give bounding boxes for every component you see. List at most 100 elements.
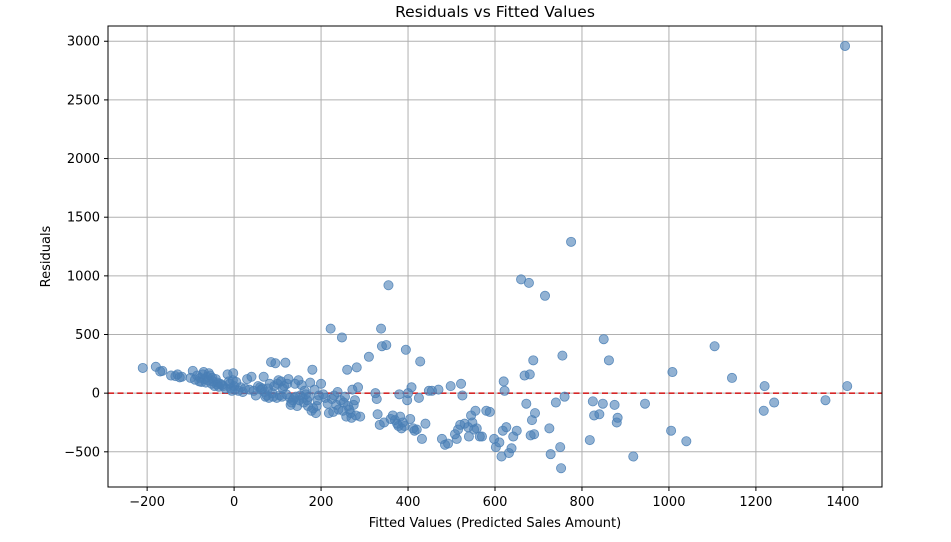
data-point — [445, 381, 456, 392]
data-point — [443, 438, 454, 449]
x-tick-label: 800 — [570, 495, 595, 510]
data-point — [400, 344, 411, 355]
data-point — [355, 411, 366, 422]
data-point — [176, 371, 187, 382]
data-point — [498, 376, 509, 387]
x-axis-title: Fitted Values (Predicted Sales Amount) — [369, 516, 621, 531]
data-point — [840, 40, 851, 51]
data-point — [667, 367, 678, 378]
axis-ticks: −200 0 200 400 600 800 1000 1200 1400 −500 0 500 100… — [64, 35, 859, 510]
data-point — [501, 422, 512, 433]
y-tick-label: 2500 — [67, 93, 100, 108]
data-point — [376, 323, 387, 334]
data-point — [555, 442, 566, 453]
data-point — [556, 463, 567, 474]
data-points — [137, 40, 853, 474]
x-tick-label: 400 — [396, 495, 421, 510]
data-point — [137, 362, 148, 373]
data-point — [258, 371, 269, 382]
data-point — [820, 395, 831, 406]
grid — [108, 26, 882, 487]
data-point — [544, 423, 555, 434]
data-point — [628, 451, 639, 462]
data-point — [411, 424, 422, 435]
data-point — [433, 384, 444, 395]
data-point — [303, 391, 314, 402]
data-point — [463, 431, 474, 442]
data-point — [594, 409, 605, 420]
data-point — [545, 449, 556, 460]
data-point — [405, 413, 416, 424]
data-point — [758, 405, 769, 416]
chart-title: Residuals vs Fitted Values — [395, 3, 595, 21]
y-tick-label: 1500 — [67, 211, 100, 226]
data-point — [342, 364, 353, 375]
data-point — [351, 362, 362, 373]
data-point — [381, 340, 392, 351]
data-point — [709, 341, 720, 352]
x-tick-label: 1400 — [826, 495, 859, 510]
data-point — [587, 396, 598, 407]
data-point — [470, 405, 481, 416]
data-point — [523, 277, 534, 288]
data-point — [559, 391, 570, 402]
data-point — [476, 431, 487, 442]
data-point — [383, 280, 394, 291]
data-point — [339, 391, 350, 402]
data-point — [394, 389, 405, 400]
data-point — [372, 409, 383, 420]
x-tick-label: 1200 — [739, 495, 772, 510]
data-point — [521, 398, 532, 409]
data-point — [769, 397, 780, 408]
data-point — [528, 355, 539, 366]
data-point — [353, 382, 364, 393]
data-point — [506, 443, 517, 454]
data-point — [325, 323, 336, 334]
data-point — [598, 334, 609, 345]
data-point — [557, 350, 568, 361]
data-point — [316, 378, 327, 389]
data-point — [157, 365, 168, 376]
data-point — [612, 412, 623, 423]
data-point — [530, 408, 541, 419]
data-point — [420, 418, 431, 429]
data-point — [456, 378, 467, 389]
data-point — [511, 425, 522, 436]
data-point — [529, 429, 540, 440]
data-point — [457, 390, 468, 401]
data-point — [280, 357, 291, 368]
data-point — [415, 356, 426, 367]
data-point — [228, 368, 239, 379]
data-point — [666, 425, 677, 436]
data-point — [307, 364, 318, 375]
data-point — [413, 392, 424, 403]
data-point — [270, 358, 281, 369]
data-point — [371, 394, 382, 405]
data-point — [566, 236, 577, 247]
y-tick-label: 1000 — [67, 269, 100, 284]
data-point — [603, 355, 614, 366]
y-axis-title: Residuals — [39, 225, 54, 287]
data-point — [759, 381, 770, 392]
data-point — [550, 397, 561, 408]
data-point — [349, 395, 360, 406]
y-tick-label: 500 — [75, 328, 100, 343]
data-point — [494, 437, 505, 448]
data-point — [363, 351, 374, 362]
data-point — [584, 435, 595, 446]
x-tick-label: −200 — [129, 495, 165, 510]
y-tick-label: −500 — [64, 445, 100, 460]
data-point — [246, 371, 257, 382]
data-point — [726, 372, 737, 383]
data-point — [451, 433, 462, 444]
x-tick-label: 1000 — [652, 495, 685, 510]
x-tick-label: 0 — [230, 495, 238, 510]
y-tick-label: 0 — [92, 387, 100, 402]
x-tick-label: 600 — [483, 495, 508, 510]
data-point — [336, 332, 347, 343]
data-point — [681, 436, 692, 447]
x-tick-label: 200 — [309, 495, 334, 510]
data-point — [597, 398, 608, 409]
data-point — [484, 406, 495, 417]
